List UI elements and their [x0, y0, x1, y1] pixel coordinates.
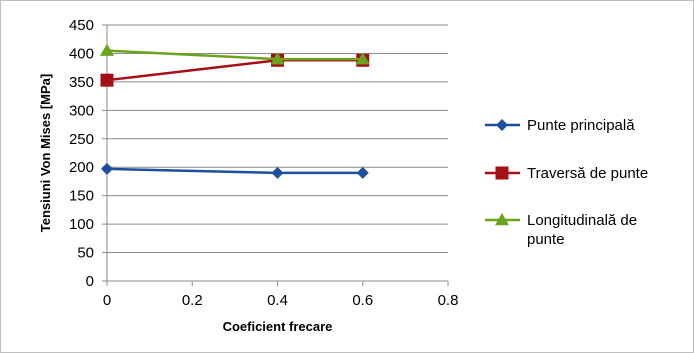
data-point-2-0 [100, 43, 114, 56]
y-tick-label-3: 150 [69, 188, 94, 205]
data-point-0-0 [101, 162, 113, 175]
data-point-1-0 [100, 73, 114, 87]
y-tick-label-5: 250 [69, 131, 94, 148]
legend: Punte principală Traversă de punte Longitu… [485, 117, 648, 248]
legend-label-1: Traversă de punte [527, 165, 648, 182]
x-tick-label-2: 0.4 [267, 292, 288, 309]
series-0 [101, 162, 369, 179]
y-tick-label-1: 50 [77, 245, 94, 262]
series-2 [100, 43, 370, 65]
series-lines [100, 43, 370, 179]
data-point-2-1 [270, 52, 285, 65]
legend-marker-0 [496, 119, 508, 131]
legend-entry-2: Longitudinală de punte [485, 212, 637, 248]
data-point-0-2 [356, 166, 369, 179]
y-tick-label-7: 350 [69, 74, 94, 91]
x-tick-label-4: 0.8 [438, 292, 459, 309]
y-tick-label-0: 0 [86, 273, 94, 290]
legend-marker-2 [495, 213, 509, 226]
x-tick-label-0: 0 [103, 292, 111, 309]
y-axis-title: Tensiuni Von Mises [MPa] [38, 74, 53, 232]
data-point-0-1 [271, 166, 284, 179]
y-tick-label-6: 300 [69, 102, 94, 119]
x-tick-label-3: 0.6 [352, 292, 373, 309]
data-point-2-2 [355, 52, 370, 65]
grid-lines [107, 24, 448, 254]
legend-entry-1: Traversă de punte [485, 165, 648, 182]
legend-marker-1 [495, 166, 509, 180]
x-tick-label-1: 0.2 [182, 292, 203, 309]
y-tick-label-2: 100 [69, 216, 94, 233]
legend-entry-0: Punte principală [485, 117, 635, 134]
y-tick-label-4: 200 [69, 159, 94, 176]
legend-label-2-line-0: Longitudinală de [527, 212, 637, 229]
legend-label-2-line-1: punte [527, 231, 565, 248]
x-axis-title: Coeficient frecare [223, 319, 333, 334]
y-tick-label-8: 400 [69, 45, 94, 62]
axes: 0 50 100 150 200 250 300 350 400 450 0 0.2 0.4 0.6 0.8 [69, 17, 458, 309]
legend-label-0: Punte principală [527, 117, 635, 134]
y-tick-label-9: 450 [69, 17, 94, 34]
